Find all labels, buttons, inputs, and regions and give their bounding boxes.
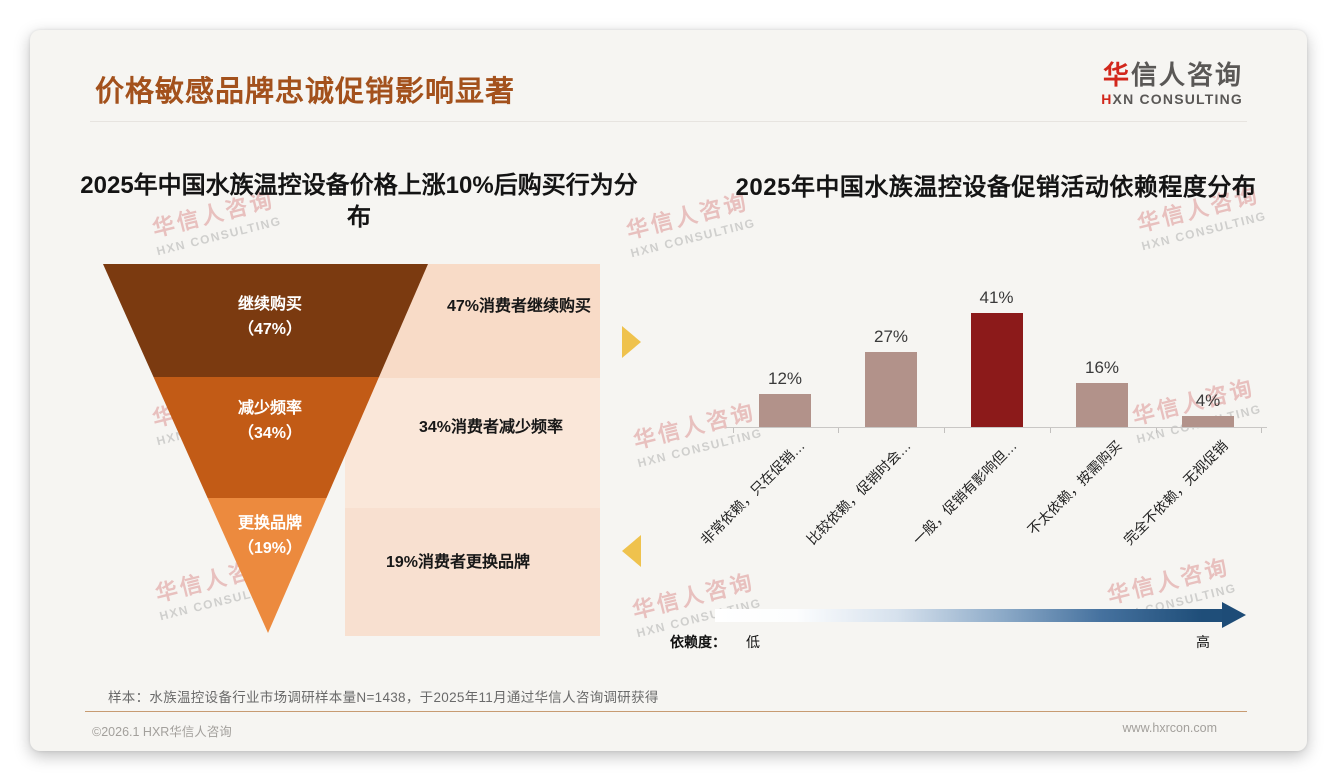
bar [1182,416,1234,427]
page-title: 价格敏感品牌忠诚促销影响显著 [95,76,516,108]
axis-tick [1155,428,1157,433]
footer-divider [85,711,1247,712]
company-logo: 华信人咨询 HXN CONSULTING [1101,61,1243,107]
funnel-chart [103,264,428,633]
dependency-gradient-bar [715,609,1222,622]
dependency-legend-label: 依赖度： [670,634,726,650]
bar-x-label: 一般，促销有影响但… [908,437,1020,548]
axis-tick [838,428,840,433]
header-divider [90,121,1247,122]
bar-value-label: 12% [767,369,803,388]
dependency-gradient-arrowhead-icon [1222,602,1246,628]
bar-value-label: 27% [873,327,909,346]
bar [1076,383,1128,427]
bar [865,352,917,427]
axis-tick [1261,428,1263,433]
funnel-segment-2 [153,377,379,498]
funnel-segment-label-2: 减少频率 （34%） [237,400,303,442]
bar-value-label: 4% [1195,391,1221,410]
bar-value-label: 41% [979,288,1014,307]
funnel-chart-title: 2025年中国水族温控设备价格上涨10%后购买行为分 布 [80,172,638,232]
bar-x-label: 完全不依赖，无视促销 [1120,437,1231,548]
bar-x-label: 比较依赖，促销时会… [803,437,914,548]
bar-x-label: 不太依赖，按需购买 [1024,437,1125,538]
x-axis [726,427,1267,428]
funnel-segment-label-1: 继续购买 （47%） [237,296,303,338]
axis-tick [732,428,734,433]
funnel-segment-3 [207,498,327,633]
logo-zh-text: 华信人咨询 [1102,60,1243,90]
funnel-annotation-band-2 [345,378,600,508]
slide-card: 华信人咨询 HXN CONSULTING 华信人咨询 HXN CONSULTING 华信… [30,30,1307,751]
bar-chart-title: 2025年中国水族温控设备促销活动依赖程度分布 [735,174,1257,201]
dependency-legend-high: 高 [1196,634,1210,650]
arrow-left-icon [622,535,641,567]
funnel-annotation-3: 19%消费者更换品牌 [385,554,531,571]
dependency-legend-low: 低 [746,634,760,650]
sample-footnote: 样本：水族温控设备行业市场调研样本量N=1438，于2025年11月通过华信人咨… [108,690,659,705]
logo-en-text: HXN CONSULTING [1101,90,1243,107]
bar-x-label: 非常依赖，只在促销… [697,437,808,548]
bar [970,313,1023,427]
funnel-annotation-band-3 [345,508,600,636]
arrow-right-icon [622,326,641,358]
axis-tick [1049,428,1051,433]
funnel-annotation-1: 47%消费者继续购买 [446,298,592,315]
axis-tick [944,428,945,433]
website-text: www.hxrcon.com [1122,721,1217,735]
bar [759,394,811,427]
copyright-text: ©2026.1 HXR华信人咨询 [92,725,232,739]
funnel-segment-1 [103,264,428,377]
bar-value-label: 16% [1084,358,1120,377]
funnel-annotation-2: 34%消费者减少频率 [418,419,564,436]
funnel-segment-label-3: 更换品牌 （19%） [237,515,303,557]
